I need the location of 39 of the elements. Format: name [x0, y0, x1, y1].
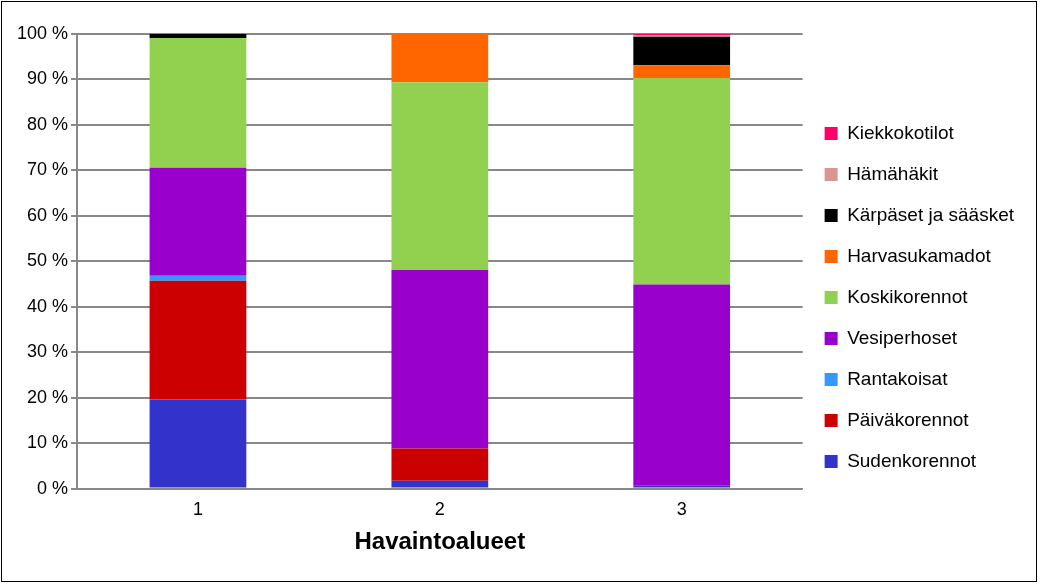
y-tick-label: 70 %: [27, 159, 69, 180]
x-tick-label: 2: [434, 499, 445, 520]
bar: [391, 269, 489, 449]
bar: [149, 280, 247, 400]
y-tick-label: 10 %: [27, 432, 69, 453]
legend-label: Koskikorennot: [847, 285, 969, 307]
bar: [149, 399, 247, 488]
bar: [391, 480, 489, 488]
x-tick-label: 3: [676, 499, 687, 520]
y-tick-label: 30 %: [27, 341, 69, 362]
y-tick-label: 60 %: [27, 204, 69, 225]
y-tick-label: 90 %: [27, 68, 69, 89]
legend-label: Vesiperhoset: [847, 326, 958, 348]
y-tick-label: 40 %: [27, 295, 69, 316]
legend-label: Rantakoisat: [847, 367, 949, 389]
y-tick-label: 20 %: [27, 386, 69, 407]
bar: [391, 34, 489, 83]
bar: [633, 284, 731, 486]
legend-label: Päiväkorennot: [847, 408, 970, 430]
x-tick-label: 1: [192, 499, 203, 520]
legend-label: Hämähäkit: [847, 162, 939, 184]
y-tick-label: 100 %: [16, 22, 69, 43]
bar: [149, 38, 247, 168]
bar: [391, 448, 489, 481]
legend-label: Kärpäset ja sääsket: [847, 203, 1015, 225]
y-tick-label: 50 %: [27, 250, 69, 271]
y-tick-label: 80 %: [27, 113, 69, 134]
legend-label: Harvasukamadot: [847, 244, 992, 266]
bar: [149, 34, 247, 39]
bar: [391, 82, 489, 270]
bar: [633, 78, 731, 285]
legend-label: Kiekkokotilot: [847, 121, 955, 143]
bar: [633, 36, 731, 66]
y-tick-label: 0 %: [37, 477, 69, 498]
bar: [633, 65, 731, 79]
x-axis-title: Havaintoalueet: [354, 527, 526, 555]
bar: [149, 275, 247, 281]
legend-label: Sudenkorennot: [847, 449, 977, 471]
bar: [149, 167, 247, 276]
